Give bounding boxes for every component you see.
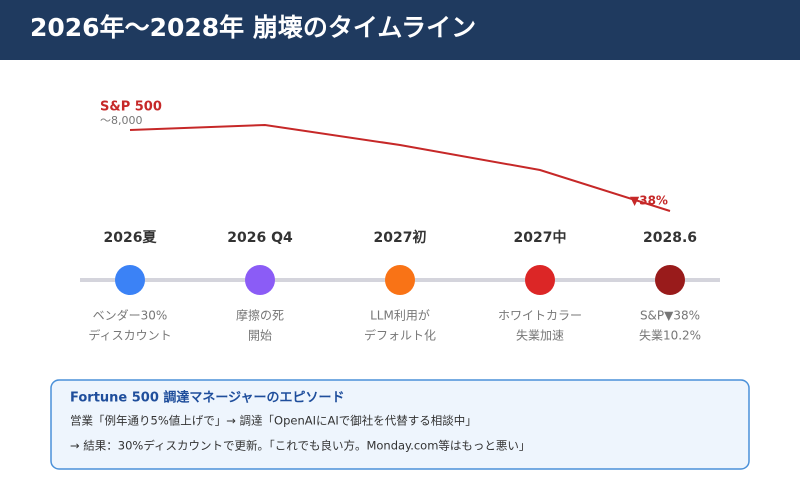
node-dot	[525, 265, 555, 295]
node-desc: デフォルト化	[364, 328, 436, 343]
node-desc: 開始	[248, 329, 272, 343]
episode-line: 営業「例年通り5%値上げで」→ 調達「OpenAIにAIで御社を代替する相談中」	[70, 414, 477, 428]
node-date: 2027中	[514, 229, 567, 246]
node-desc: 摩擦の死	[236, 308, 284, 323]
episode-box	[50, 379, 750, 470]
sp500-end: ▼38%	[630, 194, 668, 208]
episode-line: → 結果：30%ディスカウントで更新。「これでも良い方。Monday.com等は…	[70, 439, 530, 453]
node-desc: ホワイトカラー	[498, 309, 582, 323]
sp500-label: S&P 500	[100, 100, 162, 115]
node-desc: S&P▼38%	[640, 309, 700, 323]
node-dot	[385, 265, 415, 295]
node-dot	[115, 265, 145, 295]
node-dot	[245, 265, 275, 295]
node-desc: ベンダー30%	[93, 308, 168, 323]
node-desc: ディスカウント	[88, 328, 171, 343]
node-date: 2026 Q4	[227, 230, 293, 246]
node-date: 2027初	[374, 229, 427, 246]
header-title: 2026年〜2028年 崩壊のタイムライン	[30, 13, 476, 42]
node-date: 2028.6	[643, 230, 697, 246]
node-date: 2026夏	[104, 229, 158, 246]
node-desc: 失業10.2%	[639, 328, 701, 343]
node-desc: LLM利用が	[370, 308, 430, 323]
header-bar	[0, 0, 800, 60]
sp500-start: 〜8,000	[100, 114, 143, 127]
node-desc: 失業加速	[516, 328, 564, 343]
episode-title: Fortune 500 調達マネージャーのエピソード	[70, 390, 345, 406]
node-dot	[655, 265, 685, 295]
sp500-curve	[129, 123, 671, 212]
